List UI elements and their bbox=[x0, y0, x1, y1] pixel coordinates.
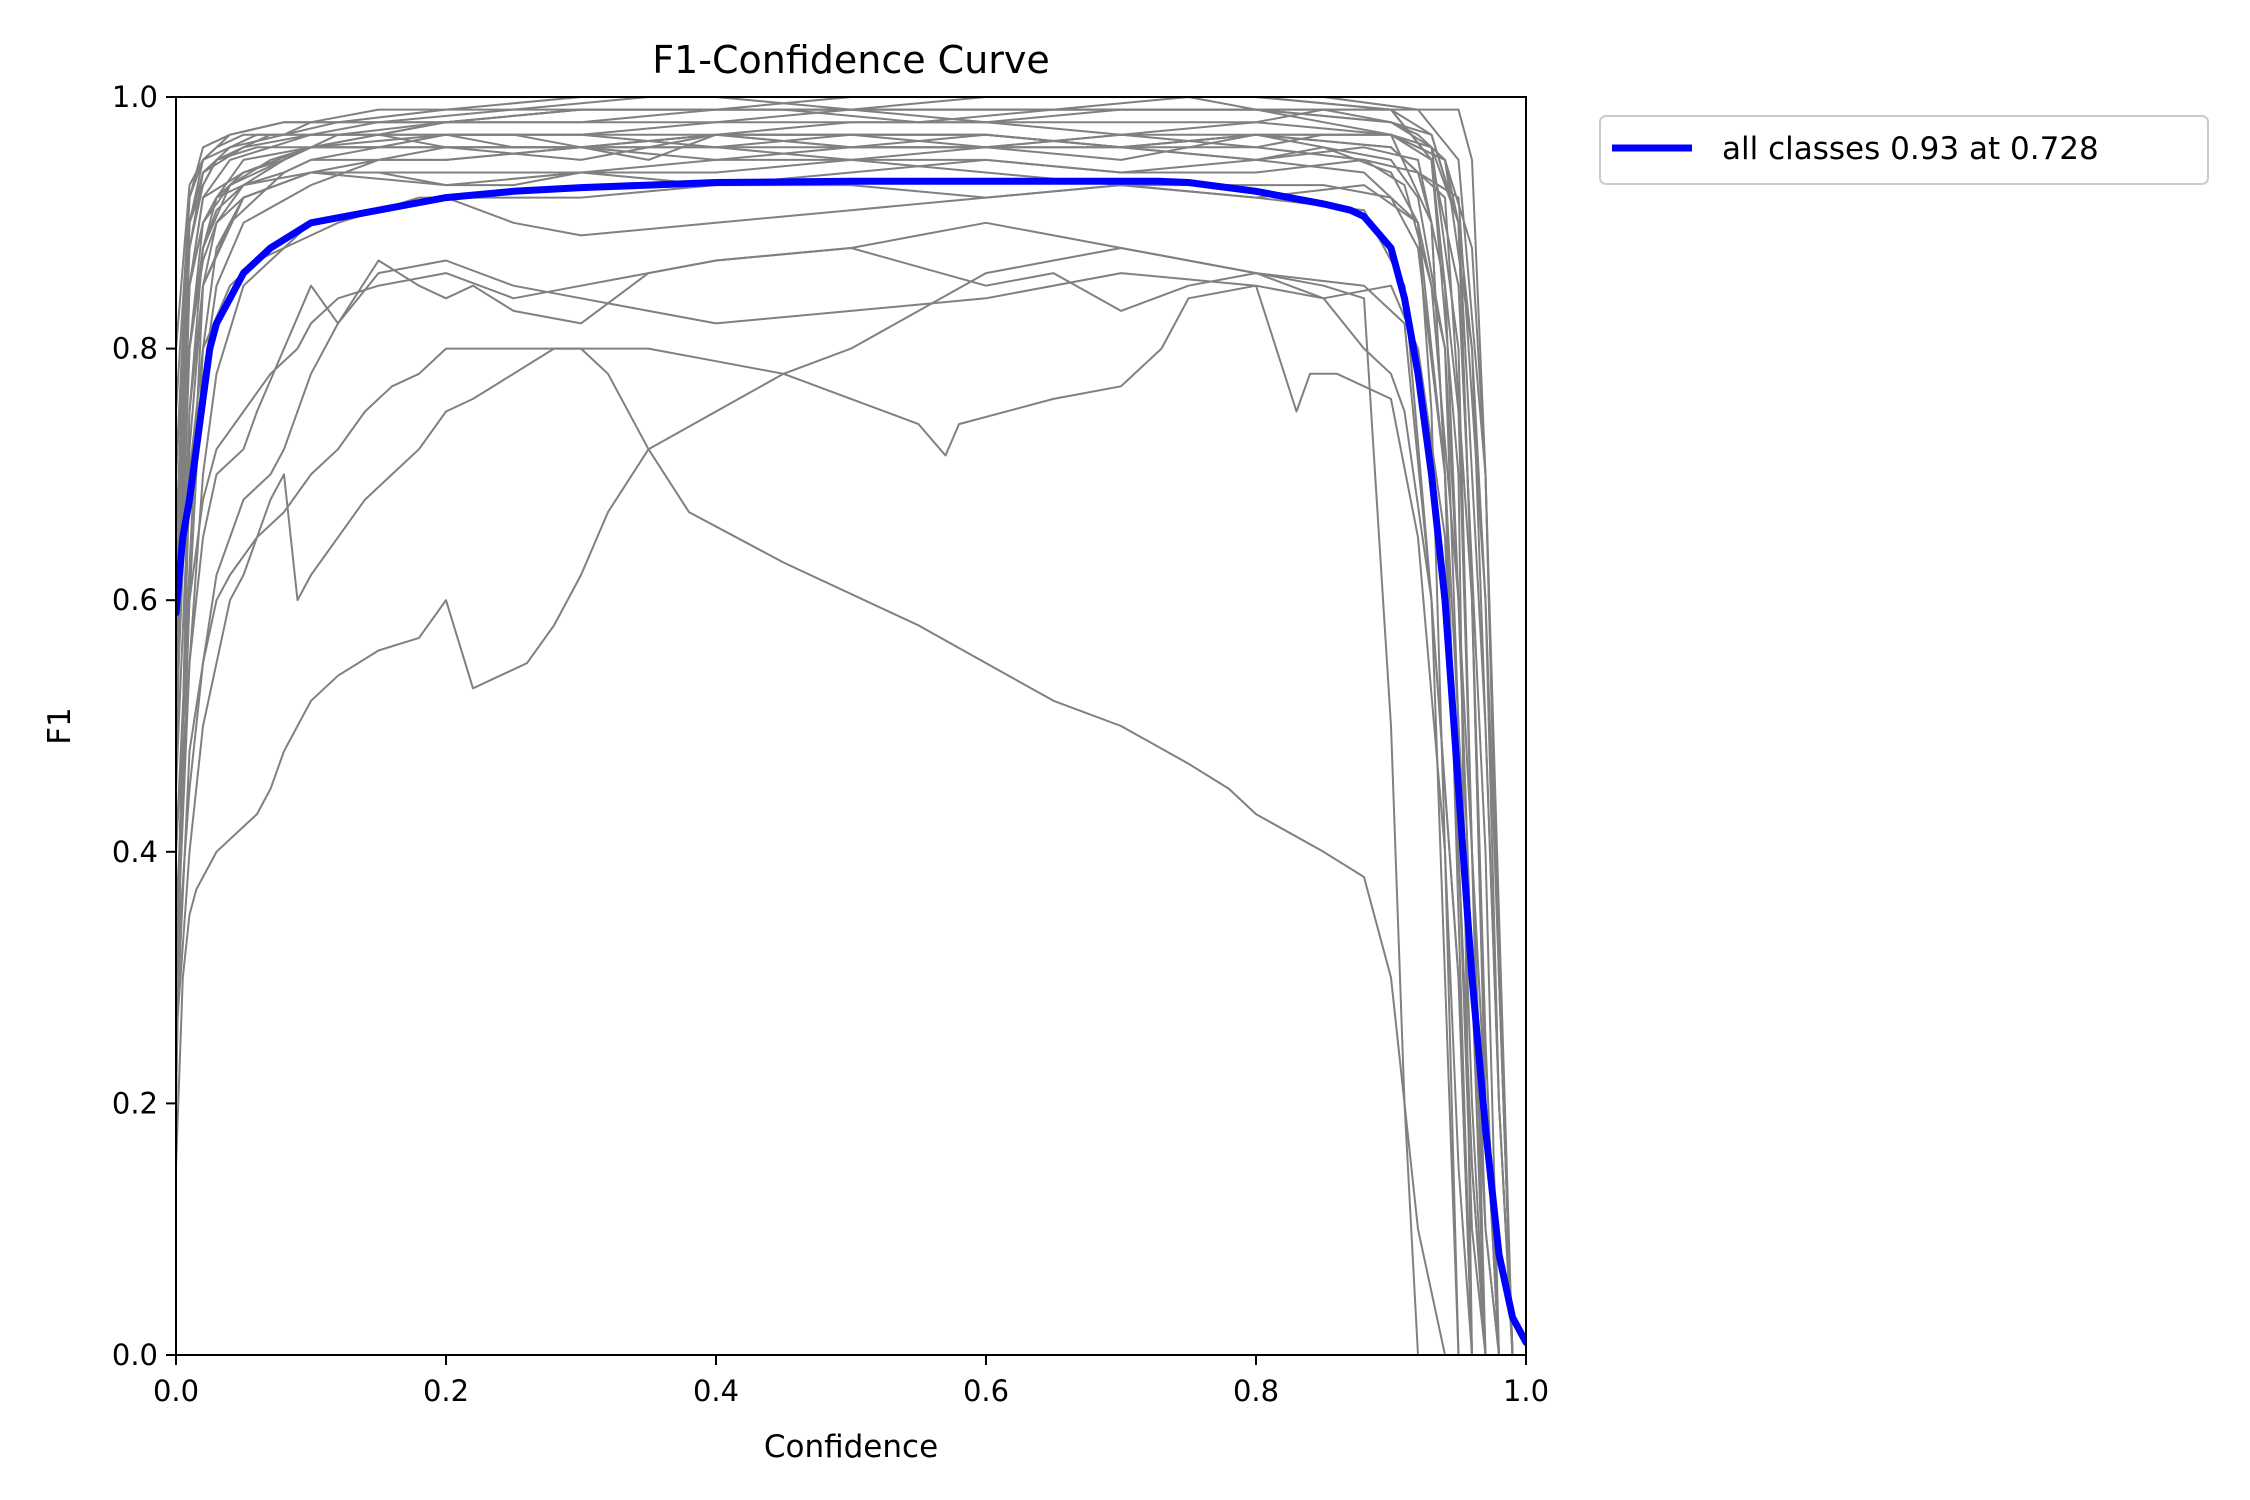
x-tick-label: 1.0 bbox=[1503, 1374, 1549, 1408]
y-tick-label: 0.4 bbox=[112, 835, 158, 869]
class-curve-18 bbox=[176, 247, 1473, 1355]
plot-area-frame bbox=[175, 96, 1527, 1356]
x-tick-label: 0.4 bbox=[693, 1374, 739, 1408]
legend-label-all-classes: all classes 0.93 at 0.728 bbox=[1722, 131, 2099, 167]
class-curve-29 bbox=[176, 108, 1514, 1355]
class-curves bbox=[176, 97, 1514, 1355]
x-tick-label: 0.2 bbox=[423, 1374, 469, 1408]
x-axis: 0.0 0.2 0.4 0.6 0.8 1.0 bbox=[153, 1355, 1549, 1408]
y-axis-label: F1 bbox=[42, 707, 78, 745]
class-curve-20 bbox=[176, 347, 1446, 1355]
x-tick-label: 0.0 bbox=[153, 1374, 199, 1408]
y-tick-label: 0.2 bbox=[112, 1086, 158, 1120]
x-axis-label: Confidence bbox=[764, 1429, 938, 1465]
class-curve-30 bbox=[176, 133, 1514, 1355]
class-curve-12 bbox=[176, 146, 1487, 1355]
all-classes-curve bbox=[176, 177, 1526, 1346]
class-curve-22 bbox=[176, 221, 1473, 1355]
y-tick-label: 0.8 bbox=[112, 332, 158, 366]
legend: all classes 0.93 at 0.728 bbox=[1599, 115, 2209, 185]
y-tick-label: 0.6 bbox=[112, 583, 158, 617]
x-tick-label: 0.6 bbox=[963, 1374, 1009, 1408]
chart-title: F1-Confidence Curve bbox=[652, 38, 1050, 82]
class-curve-10 bbox=[176, 146, 1500, 1355]
y-tick-label: 1.0 bbox=[112, 80, 158, 114]
class-curve-7 bbox=[176, 108, 1500, 1355]
x-tick-label: 0.8 bbox=[1233, 1374, 1279, 1408]
y-axis: 0.0 0.2 0.4 0.6 0.8 1.0 bbox=[112, 80, 176, 1372]
class-curve-16 bbox=[176, 108, 1487, 1355]
all-classes-curve-layer bbox=[176, 177, 1526, 1346]
class-curve-19 bbox=[176, 284, 1473, 1355]
class-curve-13 bbox=[176, 97, 1514, 1355]
legend-box bbox=[1599, 115, 2209, 185]
y-tick-label: 0.0 bbox=[112, 1338, 158, 1372]
